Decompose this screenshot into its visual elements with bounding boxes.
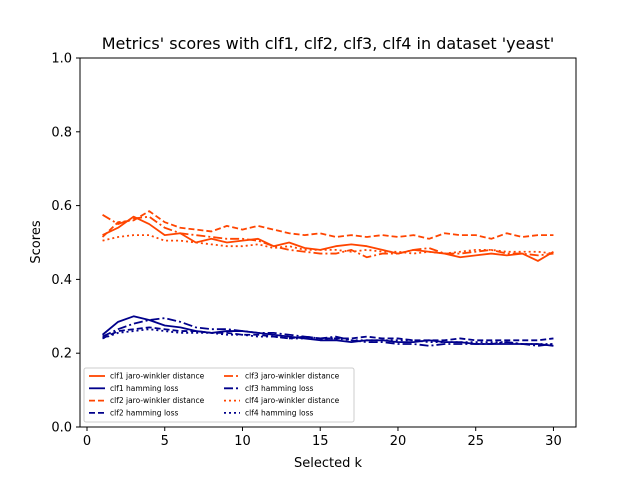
x-tick-label: 10 [234, 434, 251, 449]
x-tick-label: 20 [390, 434, 407, 449]
y-tick-label: 0.2 [51, 347, 72, 362]
y-tick-label: 0.6 [51, 199, 72, 214]
x-tick-label: 0 [83, 434, 91, 449]
legend-label: clf4 hamming loss [245, 409, 314, 418]
plot-frame [79, 57, 577, 428]
series-line-1 [102, 215, 554, 262]
legend-label: clf1 hamming loss [110, 384, 179, 393]
legend-label: clf1 jaro-winkler distance [110, 372, 205, 381]
y-tick-label: 0.4 [51, 273, 72, 288]
x-tick-label: 15 [312, 434, 329, 449]
y-tick-label: 1.0 [51, 52, 72, 67]
y-axis-label: Scores [29, 220, 44, 263]
series-line-7 [102, 234, 554, 255]
legend-label: clf3 jaro-winkler distance [245, 372, 340, 381]
x-tick-label: 25 [467, 434, 484, 449]
x-tick-label: 5 [161, 434, 169, 449]
legend-label: clf2 jaro-winkler distance [110, 396, 205, 405]
legend-label: clf2 hamming loss [110, 409, 179, 418]
x-axis-label: Selected k [294, 456, 362, 471]
y-tick-label: 0.8 [51, 125, 72, 140]
series-line-8 [102, 328, 554, 345]
legend-box [83, 367, 355, 423]
plot-lines [101, 210, 554, 347]
axis-ticks: 0 5 10 15 20 25 30 0.0 0.2 0.4 0.6 0.8 1.0 [51, 52, 561, 450]
chart-title: Metrics' scores with clf1, clf2, clf3, c… [102, 34, 555, 53]
legend-label: clf3 hamming loss [245, 384, 314, 393]
legend: clf1 jaro-winkler distance clf1 hamming l… [83, 367, 355, 423]
legend-label: clf4 jaro-winkler distance [245, 396, 340, 405]
x-tick-label: 30 [545, 434, 562, 449]
series-line-4 [102, 326, 554, 342]
y-tick-label: 0.0 [51, 421, 72, 436]
series-line-5 [102, 214, 554, 259]
series-line-6 [102, 317, 554, 347]
